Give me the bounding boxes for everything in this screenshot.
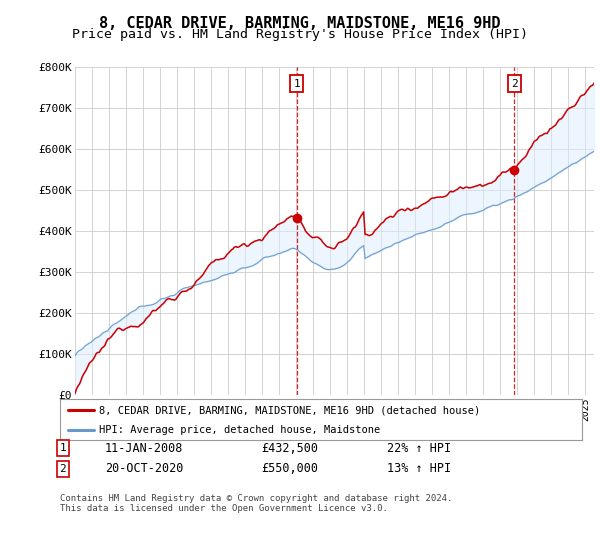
Text: 22% ↑ HPI: 22% ↑ HPI xyxy=(387,441,451,455)
Text: 1: 1 xyxy=(293,78,300,88)
Text: 1: 1 xyxy=(59,443,67,453)
Text: Price paid vs. HM Land Registry's House Price Index (HPI): Price paid vs. HM Land Registry's House … xyxy=(72,28,528,41)
Text: £432,500: £432,500 xyxy=(261,441,318,455)
Text: 13% ↑ HPI: 13% ↑ HPI xyxy=(387,462,451,475)
Text: 20-OCT-2020: 20-OCT-2020 xyxy=(105,462,184,475)
Text: 2: 2 xyxy=(511,78,517,88)
Text: 2: 2 xyxy=(59,464,67,474)
Text: Contains HM Land Registry data © Crown copyright and database right 2024.
This d: Contains HM Land Registry data © Crown c… xyxy=(60,494,452,514)
Text: 11-JAN-2008: 11-JAN-2008 xyxy=(105,441,184,455)
Text: 8, CEDAR DRIVE, BARMING, MAIDSTONE, ME16 9HD: 8, CEDAR DRIVE, BARMING, MAIDSTONE, ME16… xyxy=(99,16,501,31)
Text: 8, CEDAR DRIVE, BARMING, MAIDSTONE, ME16 9HD (detached house): 8, CEDAR DRIVE, BARMING, MAIDSTONE, ME16… xyxy=(99,405,481,415)
Text: £550,000: £550,000 xyxy=(261,462,318,475)
Text: HPI: Average price, detached house, Maidstone: HPI: Average price, detached house, Maid… xyxy=(99,424,380,435)
